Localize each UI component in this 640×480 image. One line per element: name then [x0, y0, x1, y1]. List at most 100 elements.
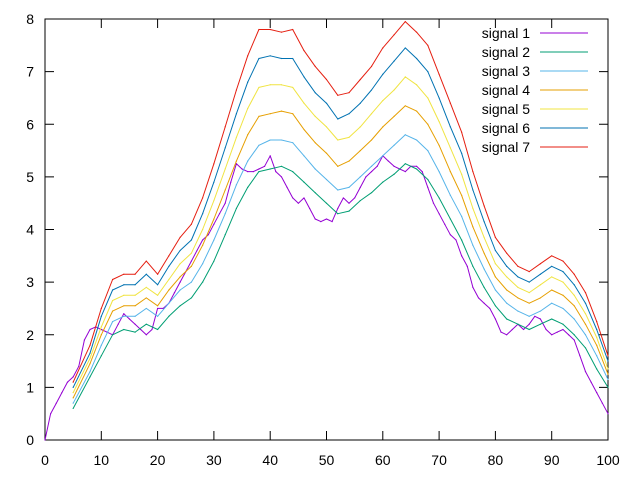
- data-point-series-6: [483, 221, 485, 223]
- data-point-series-5: [190, 252, 192, 254]
- data-point-series-7: [314, 65, 316, 67]
- data-point-series-1: [444, 223, 446, 225]
- data-point-series-2: [382, 181, 384, 183]
- y-tick-label: 4: [26, 222, 34, 238]
- data-point-series-2: [123, 328, 125, 331]
- series-line-1: [44, 155, 609, 441]
- data-point-series-6: [596, 328, 598, 331]
- data-point-series-1: [213, 223, 215, 225]
- data-point-series-1: [342, 197, 344, 199]
- data-point-series-6: [438, 97, 440, 99]
- data-point-series-7: [134, 273, 136, 275]
- y-tick-label: 5: [26, 169, 34, 185]
- data-point-series-7: [202, 197, 204, 199]
- data-point-series-4: [427, 123, 429, 125]
- data-point-series-3: [247, 160, 249, 162]
- data-point-series-3: [483, 268, 485, 270]
- x-tick-label: 70: [431, 452, 447, 468]
- data-point-series-2: [461, 239, 463, 241]
- data-point-series-2: [269, 168, 271, 170]
- data-point-series-1: [123, 313, 125, 315]
- data-point-series-1: [472, 286, 474, 288]
- data-point-series-3: [427, 149, 429, 152]
- data-point-series-2: [325, 202, 328, 204]
- data-point-series-4: [100, 334, 102, 336]
- data-point-series-3: [461, 215, 463, 217]
- legend-label: signal 3: [482, 63, 530, 79]
- data-point-series-4: [235, 160, 238, 162]
- data-point-series-2: [202, 281, 204, 283]
- data-point-series-2: [168, 315, 170, 317]
- data-point-series-4: [292, 113, 294, 115]
- data-point-series-2: [607, 386, 609, 388]
- data-point-series-1: [607, 413, 609, 415]
- data-point-series-6: [111, 289, 114, 291]
- data-point-series-2: [337, 213, 339, 215]
- data-point-series-2: [235, 207, 238, 210]
- data-point-series-1: [500, 331, 502, 333]
- data-point-series-5: [348, 136, 350, 139]
- series-line-2: [72, 163, 609, 409]
- data-point-series-2: [415, 168, 418, 170]
- data-point-series-5: [213, 199, 215, 202]
- data-point-series-4: [145, 297, 147, 299]
- data-point-series-3: [393, 144, 395, 146]
- data-point-series-3: [562, 307, 564, 310]
- data-point-series-4: [111, 310, 114, 312]
- x-tick-label: 100: [596, 452, 620, 468]
- data-point-series-3: [404, 134, 406, 136]
- data-point-series-6: [562, 271, 564, 273]
- data-point-series-4: [517, 297, 519, 299]
- data-point-series-1: [140, 328, 142, 331]
- data-point-series-7: [551, 255, 553, 257]
- data-point-series-1: [562, 328, 564, 331]
- data-point-series-5: [494, 263, 496, 265]
- data-point-series-1: [309, 207, 311, 210]
- data-point-series-1: [44, 439, 46, 441]
- data-point-series-1: [145, 334, 147, 336]
- data-point-series-6: [213, 181, 215, 183]
- data-point-series-2: [472, 265, 474, 267]
- data-point-series-5: [157, 294, 159, 296]
- data-point-series-7: [461, 131, 463, 133]
- data-point-series-1: [348, 202, 350, 204]
- data-point-series-6: [584, 302, 587, 304]
- data-point-series-1: [376, 165, 378, 167]
- data-point-series-5: [202, 228, 204, 231]
- data-point-series-6: [472, 189, 474, 191]
- data-point-series-3: [258, 144, 260, 146]
- data-point-series-2: [584, 347, 587, 349]
- data-point-series-7: [157, 273, 159, 275]
- data-point-series-4: [415, 110, 418, 112]
- data-point-series-4: [213, 218, 215, 220]
- data-point-series-3: [325, 178, 328, 181]
- data-point-series-3: [292, 142, 294, 144]
- data-point-series-2: [449, 218, 451, 220]
- data-point-series-4: [449, 171, 451, 173]
- data-point-series-2: [528, 328, 530, 331]
- data-point-series-2: [370, 192, 373, 194]
- data-point-series-1: [83, 339, 86, 341]
- data-point-series-3: [72, 402, 74, 404]
- data-point-series-7: [415, 31, 418, 33]
- data-point-series-4: [506, 289, 508, 291]
- data-point-series-7: [472, 171, 474, 173]
- data-point-series-5: [280, 84, 283, 86]
- data-point-series-1: [427, 186, 429, 188]
- data-point-series-1: [269, 155, 271, 157]
- data-point-series-2: [483, 286, 485, 288]
- data-point-series-7: [562, 260, 564, 262]
- data-point-series-7: [506, 252, 508, 254]
- series-line-7: [72, 21, 609, 383]
- data-point-series-2: [427, 178, 429, 181]
- x-tick-label: 10: [94, 452, 110, 468]
- data-point-series-2: [314, 192, 316, 194]
- data-point-series-3: [506, 302, 508, 304]
- data-point-series-3: [528, 315, 530, 317]
- data-point-series-7: [269, 28, 271, 31]
- data-point-series-3: [382, 155, 384, 157]
- data-point-series-2: [179, 305, 181, 307]
- data-point-series-7: [573, 273, 575, 275]
- legend-label: signal 7: [482, 139, 530, 155]
